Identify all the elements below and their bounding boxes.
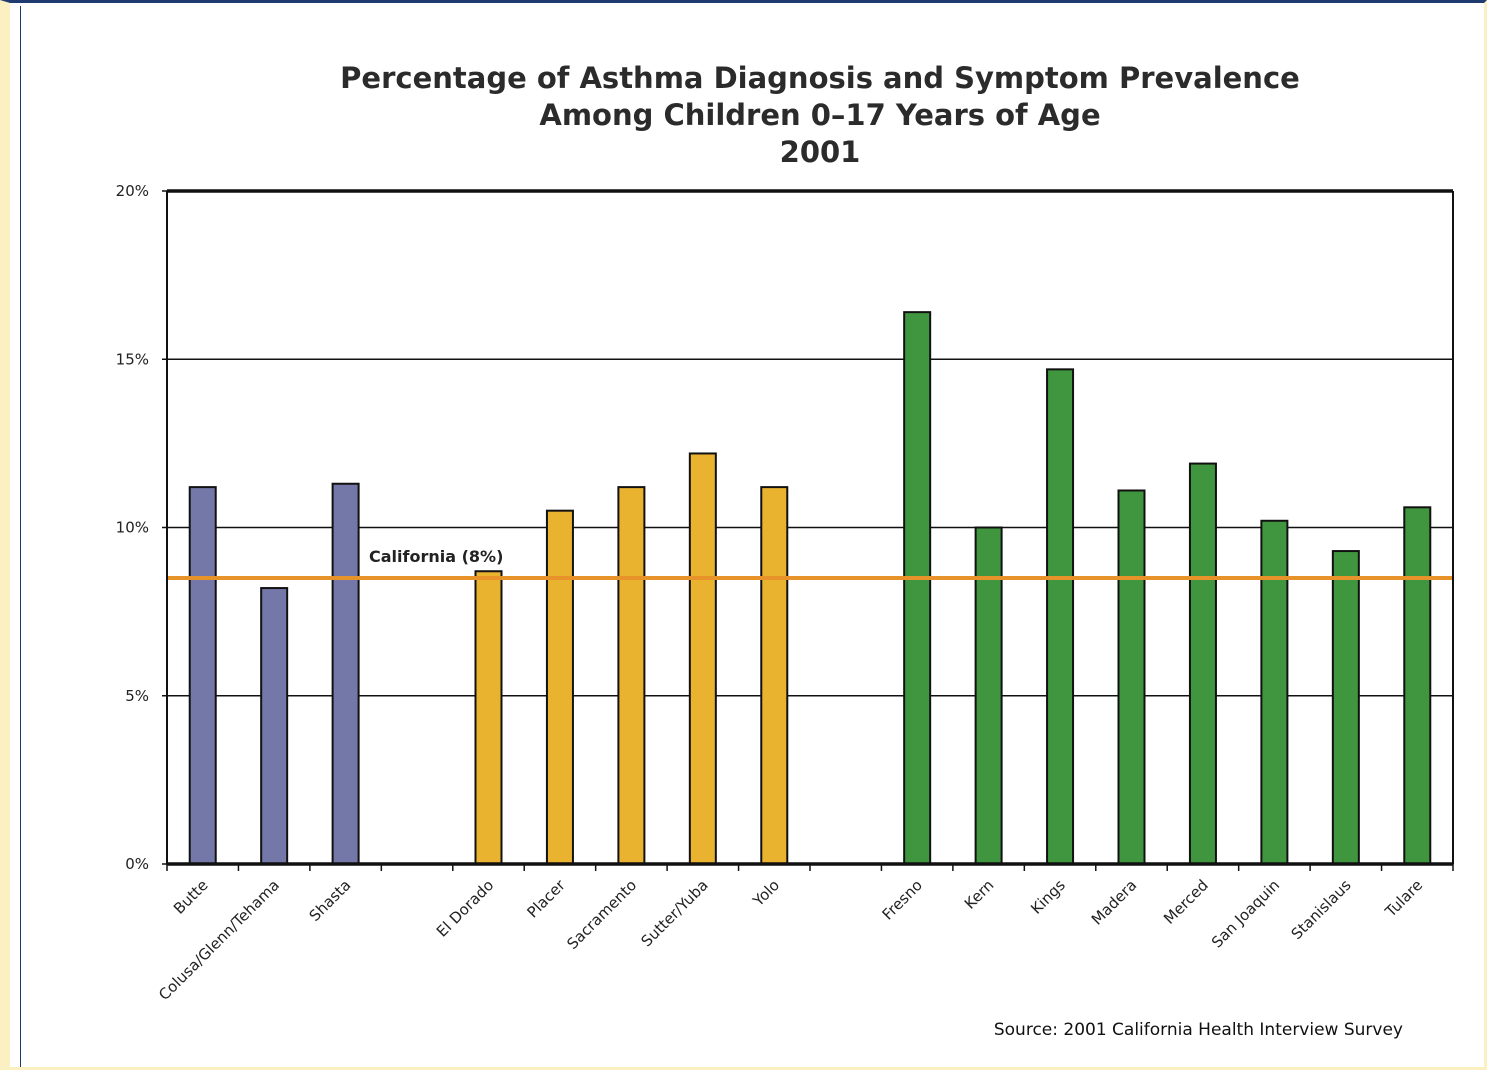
x-tick-label: Fresno (879, 876, 926, 923)
y-tick-label: 15% (116, 350, 149, 368)
y-tick-label: 20% (116, 182, 149, 200)
gridlines (167, 358, 1453, 697)
x-tick-label: Butte (170, 876, 212, 918)
x-tick-label: Madera (1088, 876, 1141, 929)
x-tick-label: Yolo (749, 876, 783, 910)
reference-line-group: California (8%) (167, 547, 1453, 580)
x-tick-label: El Dorado (433, 876, 497, 940)
chart-title-line-2: Among Children 0–17 Years of Age (539, 98, 1100, 132)
bar-merced (1188, 462, 1217, 865)
bar-placer (545, 509, 574, 865)
chart-title-line-3: 2001 (780, 135, 861, 169)
x-tick-label: Merced (1160, 876, 1212, 928)
bar-shasta (331, 482, 360, 865)
x-tick-label: Sacramento (563, 876, 640, 953)
source-note: Source: 2001 California Health Interview… (994, 1020, 1403, 1040)
bar-colusa-glenn-tehama (260, 587, 289, 865)
chart-title-line-1: Percentage of Asthma Diagnosis and Sympt… (340, 61, 1300, 95)
frame-border-line (20, 6, 21, 1067)
bars (188, 311, 1432, 866)
bar-tulare (1403, 506, 1432, 865)
axes (162, 189, 1454, 871)
bar-kings (1046, 368, 1075, 865)
bar-yolo (760, 486, 789, 865)
chart-title: Percentage of Asthma Diagnosis and Sympt… (340, 61, 1300, 169)
bar-kern (974, 526, 1003, 865)
bar-madera (1117, 489, 1146, 865)
x-tick-label: Tulare (1381, 876, 1426, 921)
x-tick-label: Colusa/Glenn/Tehama (155, 876, 283, 1004)
reference-line-label: California (8%) (369, 547, 503, 566)
bar-el-dorado (474, 570, 503, 865)
x-tick-label: San Joaquin (1208, 876, 1283, 951)
bar-fresno (903, 311, 932, 865)
x-tick-label: Shasta (306, 876, 355, 925)
y-tick-labels: 0% 5% 10% 15% 20% (116, 182, 149, 873)
x-tick-label: Sutter/Yuba (637, 876, 711, 950)
bar-san-joaquin (1260, 519, 1289, 866)
y-tick-label: 0% (125, 855, 149, 873)
bar-butte (188, 486, 217, 865)
bar-stanislaus (1331, 550, 1360, 865)
y-tick-label: 10% (116, 519, 149, 537)
bar-sacramento (617, 486, 646, 865)
bar-sutter-yuba (688, 452, 717, 865)
x-tick-label: Kings (1027, 876, 1069, 918)
y-tick-label: 5% (125, 687, 149, 705)
x-tick-label: Placer (523, 876, 569, 922)
x-tick-label: Stanislaus (1288, 876, 1355, 943)
x-tick-label: Kern (961, 876, 998, 913)
